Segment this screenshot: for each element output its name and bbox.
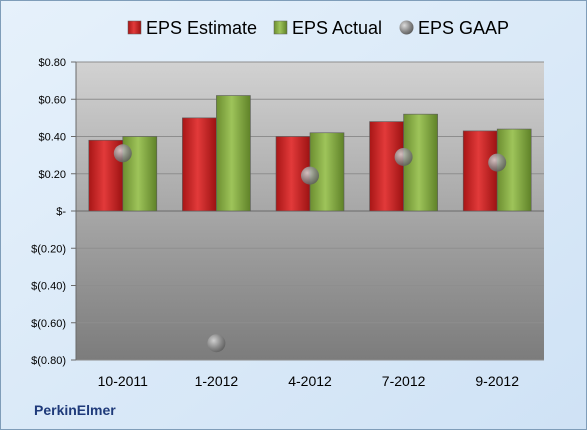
y-tick-label: $- xyxy=(56,206,66,218)
y-tick-label: $0.40 xyxy=(38,132,66,144)
bar-eps-actual xyxy=(496,128,532,212)
legend-label: EPS Estimate xyxy=(146,18,257,38)
bar-eps-estimate xyxy=(182,117,217,212)
x-tick-label: 10-2011 xyxy=(98,373,149,389)
legend-label: EPS Actual xyxy=(292,18,382,38)
bar-eps-actual xyxy=(216,95,251,212)
marker-eps-gaap xyxy=(301,166,319,185)
x-tick-label: 4-2012 xyxy=(288,373,332,389)
y-tick-label: $0.80 xyxy=(38,57,66,69)
bar-series xyxy=(88,95,532,212)
marker-eps-gaap xyxy=(488,153,507,172)
legend-label: EPS GAAP xyxy=(418,18,509,38)
legend-swatch xyxy=(273,20,288,35)
x-axis-labels: 10-2011 1-2012 4-2012 7-2012 9-2012 xyxy=(98,373,520,389)
bar-eps-estimate xyxy=(462,130,498,212)
bar-eps-estimate xyxy=(369,121,404,212)
legend: EPS Estimate EPS Actual EPS GAAP xyxy=(127,18,509,38)
marker-eps-gaap xyxy=(113,144,132,163)
y-tick-label: $0.60 xyxy=(38,94,66,106)
legend-swatch xyxy=(399,20,414,35)
gaap-markers xyxy=(113,144,507,353)
y-tick-label: $(0.80) xyxy=(31,355,66,367)
y-tick-label: $(0.40) xyxy=(31,281,66,293)
y-tick-label: $0.20 xyxy=(38,169,66,181)
y-tick-label: $(0.60) xyxy=(31,318,66,330)
y-tick-label: $(0.20) xyxy=(31,243,66,255)
x-tick-label: 7-2012 xyxy=(382,373,426,389)
legend-swatch xyxy=(127,20,142,35)
company-label: PerkinElmer xyxy=(34,402,116,418)
x-tick-label: 1-2012 xyxy=(195,373,239,389)
marker-eps-gaap xyxy=(394,147,413,166)
marker-eps-gaap xyxy=(207,334,226,353)
y-axis-ticks: $0.80 $0.60 $0.40 $0.20 $- $(0.20) $(0.40) $(0.… xyxy=(31,57,77,367)
x-tick-label: 9-2012 xyxy=(475,373,519,389)
